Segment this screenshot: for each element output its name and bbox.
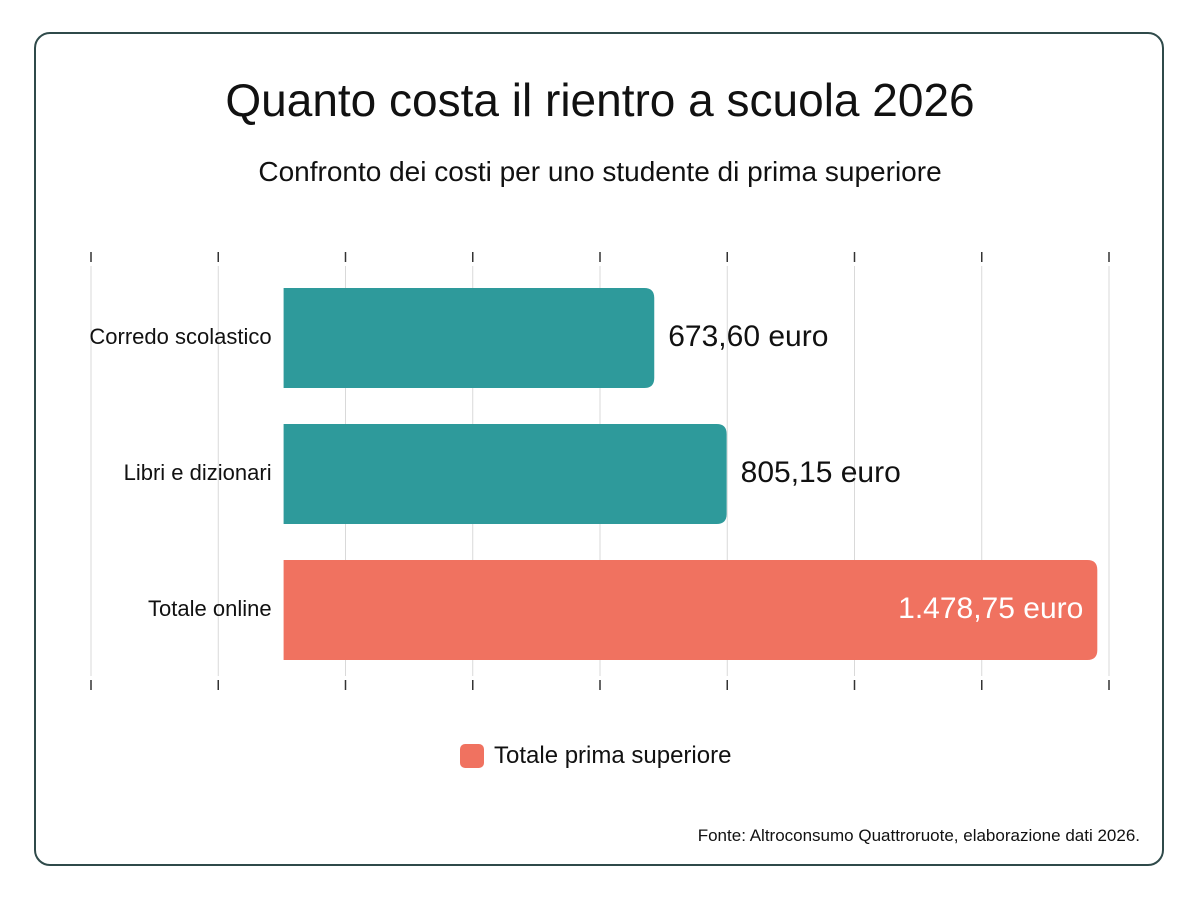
legend: Totale prima superiore [460,740,731,772]
category-label: Corredo scolastico [89,324,271,349]
source-note: Fonte: Altroconsumo Quattroruote, elabor… [697,826,1140,845]
chart-subtitle: Confronto dei costi per uno studente di … [258,156,942,187]
category-label: Libri e dizionari [124,460,272,485]
labels: Corredo scolastico 673,60 euro Libri e diz… [89,320,1083,625]
value-label: 1.478,75 euro [898,592,1083,625]
legend-label: Totale prima superiore [494,742,732,769]
bar-libri-e-dizionari [283,424,727,524]
bars [283,288,1098,660]
bar-corredo-scolastico [283,288,655,388]
chart-title: Quanto costa il rientro a scuola 2026 [225,74,975,126]
value-label: 673,60 euro [668,320,828,353]
bar-totale-online [283,560,1098,660]
value-label: 805,15 euro [741,456,901,489]
category-label: Totale online [148,596,272,621]
legend-swatch [460,744,484,768]
